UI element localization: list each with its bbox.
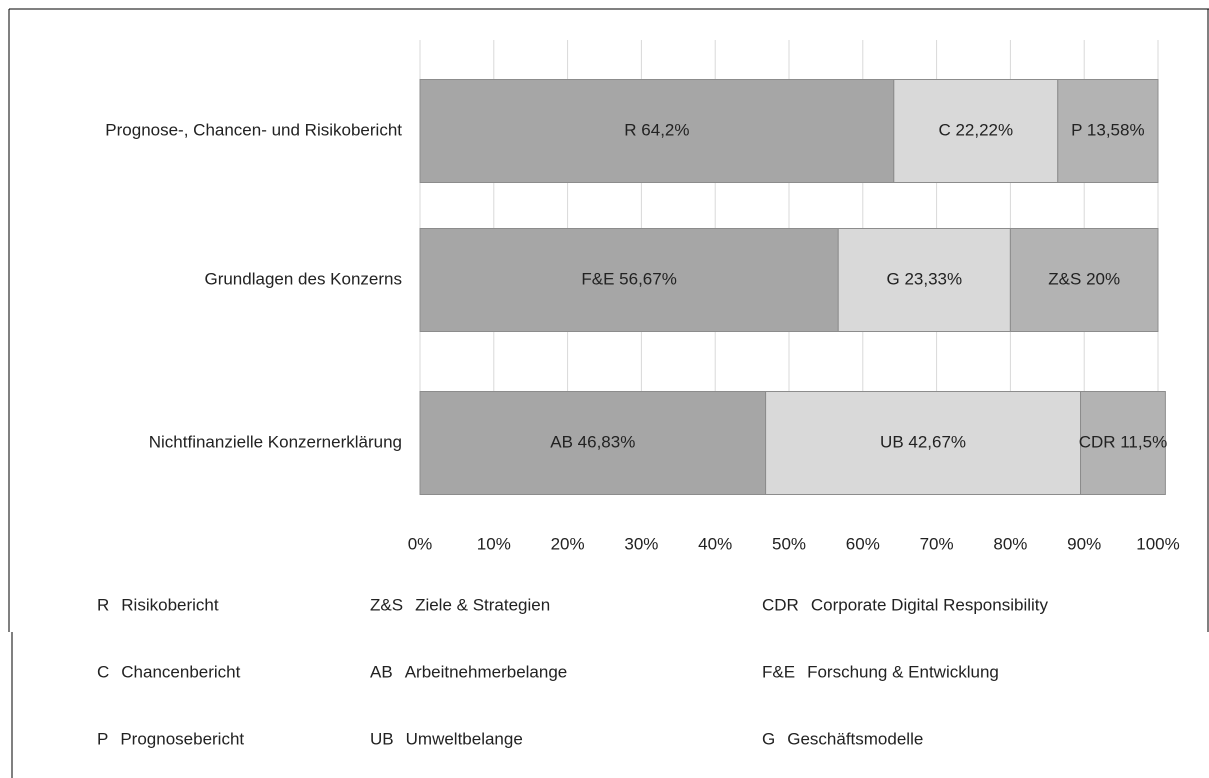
x-tick-label: 0% xyxy=(408,534,433,553)
bar-segment xyxy=(419,228,839,332)
bar-segment xyxy=(419,391,767,495)
data-label: AB 46,83% xyxy=(550,432,635,451)
data-label: CDR 11,5% xyxy=(1079,432,1168,451)
data-label: F&E 56,67% xyxy=(581,269,676,288)
legend-text: Chancenbericht xyxy=(121,662,240,681)
data-label: C 22,22% xyxy=(938,120,1013,139)
data-label: P 13,58% xyxy=(1071,120,1144,139)
x-tick-label: 80% xyxy=(993,534,1027,553)
data-label: UB 42,67% xyxy=(880,432,966,451)
bar-segment xyxy=(837,228,1011,332)
data-label: R 64,2% xyxy=(624,120,689,139)
x-tick-label: 10% xyxy=(477,534,511,553)
x-tick-label: 90% xyxy=(1067,534,1101,553)
x-tick-label: 60% xyxy=(846,534,880,553)
x-tick-label: 40% xyxy=(698,534,732,553)
bar-segment xyxy=(765,391,1082,495)
bar-segment xyxy=(1009,228,1159,332)
legend-abbr: Z&S xyxy=(370,595,403,614)
legend-text: Prognosebericht xyxy=(120,729,244,748)
legend-abbr: CDR xyxy=(762,595,799,614)
x-tick-label: 20% xyxy=(551,534,585,553)
legend-text: Arbeitnehmerbelange xyxy=(405,662,568,681)
x-tick-label: 100% xyxy=(1136,534,1179,553)
legend-text: Geschäftsmodelle xyxy=(787,729,923,748)
bar-segment xyxy=(419,79,895,183)
x-tick-label: 70% xyxy=(920,534,954,553)
legend-text: Ziele & Strategien xyxy=(415,595,550,614)
legend-abbr: C xyxy=(97,662,109,681)
legend-abbr: F&E xyxy=(762,662,795,681)
legend-text: Corporate Digital Responsibility xyxy=(811,595,1049,614)
legend-abbr: UB xyxy=(370,729,394,748)
y-tick-label: Grundlagen des Konzerns xyxy=(204,269,402,288)
y-tick-label: Prognose-, Chancen- und Risikobericht xyxy=(105,120,402,139)
legend-abbr: R xyxy=(97,595,109,614)
bar-segment xyxy=(1057,79,1159,183)
data-label: Z&S 20% xyxy=(1048,269,1120,288)
legend-text: Forschung & Entwicklung xyxy=(807,662,999,681)
legend-text: Umweltbelange xyxy=(406,729,523,748)
legend-text: Risikobericht xyxy=(121,595,219,614)
y-tick-label: Nichtfinanzielle Konzernerklärung xyxy=(149,432,402,451)
x-tick-label: 50% xyxy=(772,534,806,553)
bar-segment xyxy=(1080,391,1166,495)
legend-abbr: AB xyxy=(370,662,393,681)
x-tick-label: 30% xyxy=(624,534,658,553)
legend-abbr: G xyxy=(762,729,775,748)
legend-abbr: P xyxy=(97,729,108,748)
data-label: G 23,33% xyxy=(887,269,963,288)
